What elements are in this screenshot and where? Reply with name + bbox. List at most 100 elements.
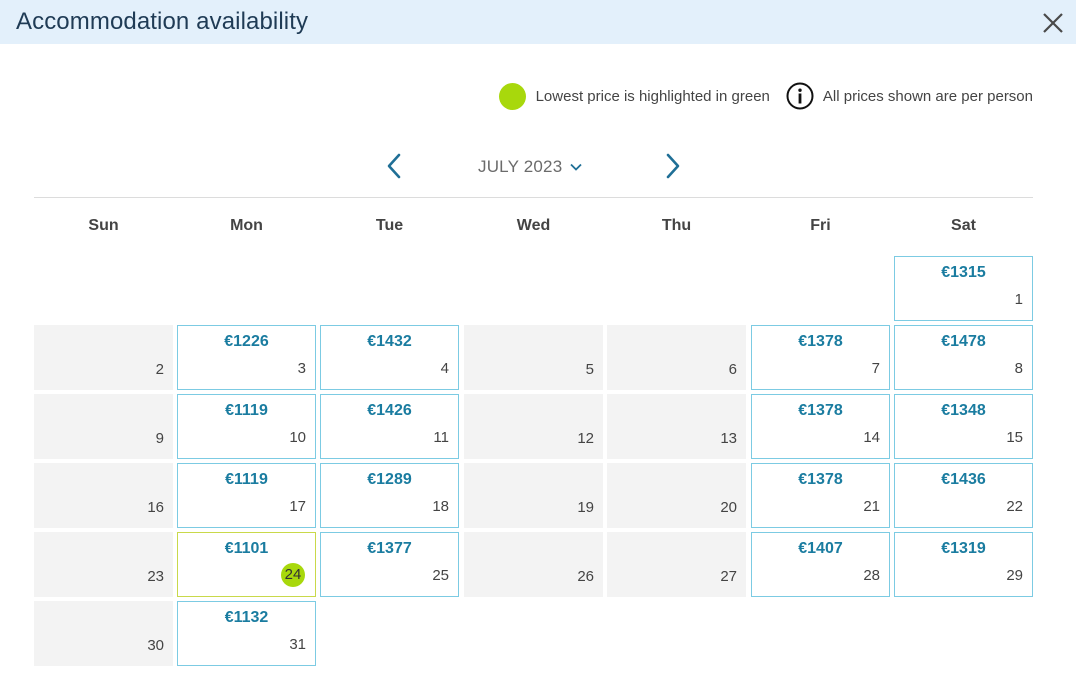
day-price: €1348	[941, 402, 986, 419]
calendar-day-available[interactable]: €1119 17	[177, 463, 316, 528]
day-price: €1315	[941, 264, 986, 281]
day-number: 22	[1006, 498, 1023, 515]
chevron-left-icon	[387, 153, 401, 179]
calendar-day-unavailable: 23	[34, 532, 173, 597]
day-number: 25	[432, 567, 449, 584]
calendar-day-available[interactable]: €1226 3	[177, 325, 316, 390]
day-price: €1432	[367, 333, 412, 350]
lowest-price-swatch	[498, 82, 526, 110]
calendar-day-unavailable: 6	[607, 325, 746, 390]
calendar-day-available[interactable]: €1436 22	[894, 463, 1033, 528]
calendar-day-unavailable: 27	[607, 532, 746, 597]
day-number: 4	[440, 360, 449, 377]
day-price: €1378	[798, 333, 843, 350]
day-price: €1377	[367, 540, 412, 557]
legend: Lowest price is highlighted in green All…	[498, 82, 1033, 110]
close-button[interactable]	[1040, 10, 1066, 36]
calendar-day-available[interactable]: €1432 4	[320, 325, 459, 390]
calendar-day-unavailable: 16	[34, 463, 173, 528]
day-price: €1101	[224, 540, 269, 557]
previous-month-button[interactable]	[384, 152, 406, 180]
dialog-header: Accommodation availability	[0, 0, 1076, 44]
calendar-day-unavailable: 12	[464, 394, 603, 459]
day-number: 3	[297, 360, 306, 377]
calendar-day-available[interactable]: €1101 24	[177, 532, 316, 597]
day-number: 31	[289, 636, 306, 653]
calendar-day-unavailable: 2	[34, 325, 173, 390]
day-number: 2	[155, 361, 164, 378]
calendar-day-available[interactable]: €1426 11	[320, 394, 459, 459]
calendar-day-unavailable: 20	[607, 463, 746, 528]
day-number: 5	[585, 361, 594, 378]
day-number: 27	[720, 568, 737, 585]
calendar-day-available[interactable]: €1377 25	[320, 532, 459, 597]
weekday-header: Sun	[88, 217, 119, 234]
dialog-title: Accommodation availability	[16, 8, 309, 35]
day-number: 8	[1014, 360, 1023, 377]
calendar-day-available[interactable]: €1315 1	[894, 256, 1033, 321]
day-number: 21	[863, 498, 880, 515]
day-price: €1132	[224, 609, 269, 626]
calendar-day-available[interactable]: €1478 8	[894, 325, 1033, 390]
calendar-day-available[interactable]: €1348 15	[894, 394, 1033, 459]
weekday-header: Mon	[230, 217, 263, 234]
calendar-day-unavailable: 5	[464, 325, 603, 390]
day-price: €1436	[941, 471, 986, 488]
day-number: 7	[871, 360, 880, 377]
day-price: €1119	[225, 471, 268, 488]
weekday-header: Tue	[375, 217, 404, 234]
day-number: 10	[289, 429, 306, 446]
chevron-right-icon	[666, 153, 680, 179]
calendar-day-unavailable: 9	[34, 394, 173, 459]
calendar-day-available[interactable]: €1319 29	[894, 532, 1033, 597]
day-number: 1	[1014, 291, 1023, 308]
calendar-day-available[interactable]: €1289 18	[320, 463, 459, 528]
day-price: €1378	[798, 471, 843, 488]
weekday-header: Sat	[951, 217, 976, 234]
day-price: €1319	[941, 540, 986, 557]
month-selector[interactable]: JULY 2023	[478, 157, 582, 177]
calendar-day-unavailable: 13	[607, 394, 746, 459]
calendar-day-available[interactable]: €1378 7	[751, 325, 890, 390]
day-price: €1119	[225, 402, 268, 419]
day-price: €1407	[798, 540, 843, 557]
lowest-price-legend-label: Lowest price is highlighted in green	[535, 87, 770, 105]
day-number: 12	[577, 430, 594, 447]
day-number: 29	[1006, 567, 1023, 584]
calendar-day-available[interactable]: €1378 21	[751, 463, 890, 528]
calendar-divider	[34, 197, 1033, 198]
calendar-grid: Sun Mon Tue Wed Thu Fri Sat €1315 1 2 €1226 3 €1432 4…	[34, 217, 1033, 666]
chevron-down-icon	[570, 163, 582, 171]
close-icon	[1043, 13, 1063, 33]
calendar-day-unavailable: 19	[464, 463, 603, 528]
day-number: 14	[863, 429, 880, 446]
day-number: 18	[432, 498, 449, 515]
day-number: 6	[728, 361, 737, 378]
calendar-day-unavailable: 26	[464, 532, 603, 597]
day-number: 30	[147, 637, 164, 654]
calendar-day-available[interactable]: €1132 31	[177, 601, 316, 666]
day-price: €1378	[798, 402, 843, 419]
day-number: 23	[147, 568, 164, 585]
day-number: 16	[147, 499, 164, 516]
calendar-day-available[interactable]: €1119 10	[177, 394, 316, 459]
day-number: 26	[577, 568, 594, 585]
day-price: €1426	[367, 402, 412, 419]
day-number: 20	[720, 499, 737, 516]
weekday-header: Thu	[661, 217, 692, 234]
day-price: €1478	[941, 333, 986, 350]
weekday-header: Wed	[516, 217, 551, 234]
day-number: 9	[155, 430, 164, 447]
day-number: 28	[863, 567, 880, 584]
day-number: 15	[1006, 429, 1023, 446]
day-number: 24	[281, 563, 305, 587]
day-price: €1226	[224, 333, 269, 350]
weekday-header: Fri	[810, 217, 831, 234]
calendar-day-unavailable: 30	[34, 601, 173, 666]
month-label: JULY 2023	[478, 157, 563, 176]
day-price: €1289	[367, 471, 412, 488]
next-month-button[interactable]	[661, 152, 683, 180]
calendar-day-available[interactable]: €1378 14	[751, 394, 890, 459]
calendar-day-available[interactable]: €1407 28	[751, 532, 890, 597]
day-number: 13	[720, 430, 737, 447]
